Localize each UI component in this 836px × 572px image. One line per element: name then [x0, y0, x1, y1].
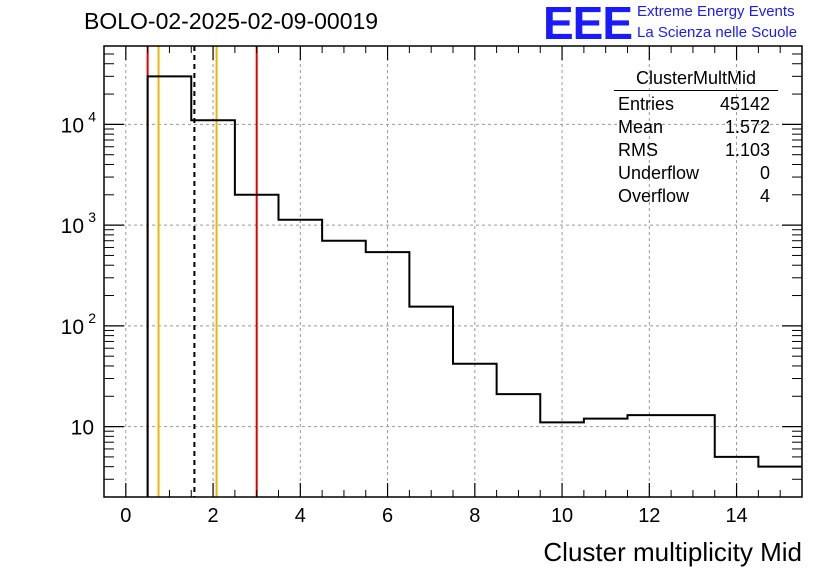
- logo-tagline-1: Extreme Energy Events: [637, 3, 795, 20]
- y-tick-label: 10: [61, 316, 84, 339]
- stats-row: RMS 1.103: [610, 139, 778, 162]
- y-tick-exponent: 4: [88, 108, 96, 124]
- stats-row: Underflow 0: [610, 162, 778, 185]
- stats-label: RMS: [618, 140, 658, 160]
- stats-value: 45142: [719, 94, 770, 114]
- x-tick-label: 6: [382, 505, 393, 527]
- stats-title: ClusterMultMid: [614, 68, 778, 91]
- stats-value: 0: [759, 163, 770, 183]
- x-tick-label: 4: [295, 505, 306, 527]
- x-tick-label: 12: [638, 505, 660, 527]
- y-tick-exponent: 3: [88, 209, 96, 225]
- stats-value: 1.103: [724, 140, 770, 160]
- x-tick-label: 14: [725, 505, 747, 527]
- x-tick-label: 0: [120, 505, 131, 527]
- stats-label: Overflow: [618, 186, 690, 206]
- histogram-series: [146, 75, 802, 497]
- eee-logo: EEE: [543, 0, 633, 49]
- histogram-line: [146, 75, 802, 497]
- histogram-bin: [584, 419, 628, 497]
- y-tick-label: 10: [61, 114, 84, 137]
- histogram-bin: [191, 120, 235, 497]
- stats-row: Mean 1.572: [610, 116, 778, 139]
- logo-tagline-2: La Scienza nelle Scuole: [637, 24, 798, 41]
- histogram-bin: [409, 307, 453, 497]
- x-tick-label: 2: [208, 505, 219, 527]
- stats-box: ClusterMultMid Entries 45142 Mean 1.572 RMS 1…: [610, 68, 778, 208]
- x-axis-ticks: 0 2 4 6 8 10 12 14: [103, 46, 803, 527]
- histogram-bin: [322, 241, 366, 497]
- histogram-bin: [453, 364, 497, 497]
- stats-value: 4: [759, 186, 770, 206]
- stats-label: Mean: [618, 117, 664, 137]
- stats-row: Entries 45142: [610, 93, 778, 116]
- x-tick-label: 10: [551, 505, 573, 527]
- x-tick-label: 8: [469, 505, 480, 527]
- y-tick-exponent: 2: [88, 310, 96, 326]
- stats-value: 1.572: [724, 117, 770, 137]
- histogram-bin: [497, 394, 541, 497]
- y-tick-label: 10: [61, 215, 84, 238]
- page-title: BOLO-02-2025-02-09-00019: [84, 8, 379, 34]
- histogram-bin: [279, 220, 323, 497]
- x-axis-label: Cluster multiplicity Mid: [543, 537, 802, 567]
- stats-label: Entries: [618, 94, 675, 114]
- histogram-bin: [235, 195, 279, 497]
- y-tick-label: 10: [71, 417, 94, 440]
- histogram-bin: [671, 415, 715, 497]
- histogram-bin: [366, 252, 410, 497]
- histogram-bin: [148, 76, 192, 497]
- stats-row: Overflow 4: [610, 185, 778, 208]
- stats-label: Underflow: [618, 163, 700, 183]
